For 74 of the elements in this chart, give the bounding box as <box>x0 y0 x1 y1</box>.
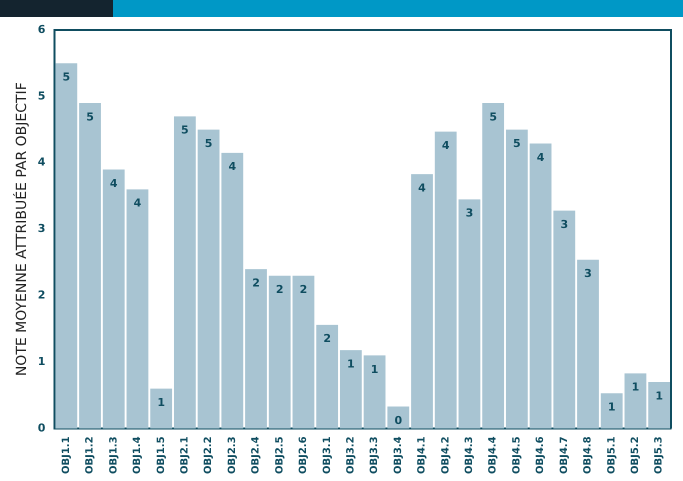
x-tick-label: OBJ1.2 <box>84 436 96 474</box>
x-tick-label: OBJ4.6 <box>535 436 546 474</box>
data-label: 4 <box>442 138 450 152</box>
bar <box>553 210 576 428</box>
data-label: 4 <box>228 160 236 174</box>
x-tick-label: OBJ1.4 <box>132 436 144 474</box>
bar <box>102 169 125 428</box>
data-label: 1 <box>370 362 378 376</box>
bar <box>268 276 291 428</box>
data-label: 5 <box>513 136 521 150</box>
x-tick-label: OBJ2.1 <box>179 436 190 474</box>
x-tick-label: OBJ4.8 <box>582 436 594 474</box>
x-tick-label: OBJ1.3 <box>108 436 120 474</box>
x-tick-label: OBJ5.2 <box>630 436 642 474</box>
data-label: 1 <box>347 357 355 370</box>
x-tick-label: OBJ3.4 <box>392 436 404 474</box>
data-label: 2 <box>276 283 284 296</box>
data-label: 0 <box>394 414 402 427</box>
x-tick-label: OBJ4.3 <box>464 436 476 474</box>
bar <box>126 189 148 428</box>
data-label: 4 <box>418 181 426 194</box>
data-label: 5 <box>62 70 70 84</box>
bar <box>577 260 599 428</box>
x-tick-label: OBJ5.3 <box>654 436 665 474</box>
x-tick-label: OBJ2.3 <box>226 436 238 474</box>
data-label: 2 <box>323 332 331 346</box>
bar <box>221 152 244 428</box>
x-tick-label: OBJ4.7 <box>558 436 570 474</box>
data-label: 4 <box>536 150 545 164</box>
y-tick-label: 6 <box>38 22 46 36</box>
bar <box>150 388 172 428</box>
bar <box>387 406 410 428</box>
x-tick-label: OBJ3.2 <box>345 436 356 474</box>
y-axis-title: NOTE MOYENNE ATTRIBUÉE PAR OBJECTIF <box>13 82 30 376</box>
bar <box>245 269 267 428</box>
bar <box>79 103 101 428</box>
bar <box>434 132 457 428</box>
data-label: 4 <box>134 196 142 210</box>
data-label: 3 <box>584 267 592 280</box>
x-tick-label: OBJ3.1 <box>322 436 333 474</box>
y-tick-label: 2 <box>38 288 46 302</box>
y-tick-label: 3 <box>38 222 46 236</box>
x-tick-label: OBJ2.2 <box>203 436 214 474</box>
y-tick-label: 1 <box>38 354 46 368</box>
x-tick-label: OBJ3.3 <box>369 436 380 474</box>
data-label: 5 <box>489 110 497 124</box>
data-label: 3 <box>466 206 474 220</box>
data-label: 1 <box>608 400 616 414</box>
data-label: 2 <box>252 276 260 290</box>
y-tick-label: 0 <box>38 421 46 434</box>
data-label: 5 <box>204 136 212 150</box>
x-tick-label: OBJ1.1 <box>60 436 72 474</box>
x-tick-label: OBJ4.1 <box>416 436 428 474</box>
x-tick-label: OBJ4.5 <box>511 436 522 474</box>
data-label: 1 <box>157 396 165 409</box>
x-tick-label: OBJ2.4 <box>250 436 262 474</box>
x-tick-label: OBJ2.5 <box>274 436 286 474</box>
x-tick-label: OBJ4.2 <box>440 436 452 474</box>
y-tick-label: 5 <box>38 89 46 102</box>
x-tick-label: OBJ2.6 <box>298 436 310 474</box>
data-label: 1 <box>632 380 640 394</box>
data-label: 3 <box>560 218 568 231</box>
data-label: 2 <box>300 283 308 296</box>
bar <box>600 393 623 428</box>
x-tick-label: OBJ1.5 <box>156 436 167 474</box>
data-label: 4 <box>110 176 118 190</box>
data-label: 1 <box>655 389 663 402</box>
data-label: 5 <box>86 110 94 124</box>
bar <box>411 174 433 428</box>
x-tick-label: OBJ4.4 <box>488 436 499 474</box>
data-label: 5 <box>181 124 189 137</box>
y-tick-label: 4 <box>38 156 46 169</box>
x-tick-label: OBJ5.1 <box>606 436 618 474</box>
bar <box>55 63 78 428</box>
